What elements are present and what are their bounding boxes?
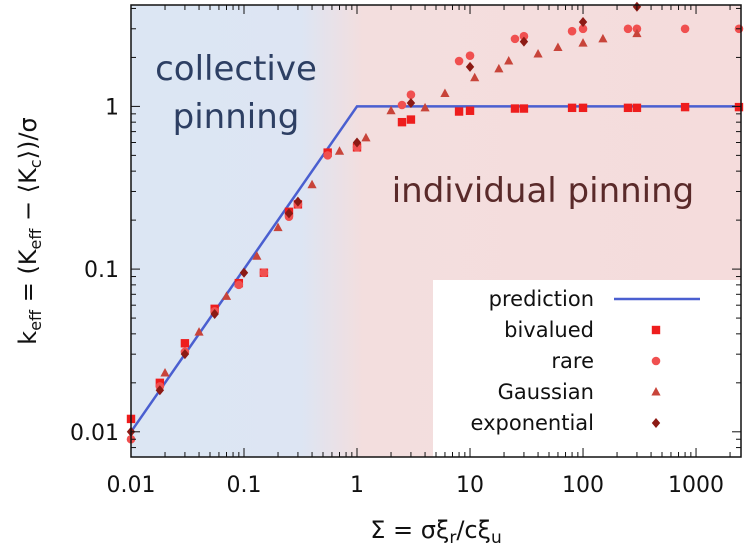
series-line-prediction bbox=[129, 105, 741, 433]
point-rare bbox=[510, 34, 520, 44]
point-gaussian bbox=[440, 88, 450, 98]
x-tick-label: 0.01 bbox=[107, 473, 156, 498]
point-bivalued bbox=[406, 115, 416, 124]
point-exponential bbox=[180, 349, 190, 360]
point-bivalued bbox=[632, 103, 642, 113]
legend-label-rare: rare bbox=[551, 349, 594, 373]
point-gaussian bbox=[598, 33, 608, 43]
legend-label-bivalued: bivalued bbox=[504, 318, 594, 342]
point-rare bbox=[397, 100, 407, 110]
point-gaussian bbox=[221, 291, 232, 300]
legend-swatch-exponential bbox=[651, 418, 661, 428]
point-exponential bbox=[406, 97, 416, 108]
point-exponential bbox=[284, 208, 294, 219]
region-label-collective: pinning bbox=[173, 97, 300, 137]
point-rare bbox=[519, 31, 529, 41]
point-gaussian bbox=[307, 179, 317, 189]
point-gaussian bbox=[553, 42, 563, 52]
point-rare bbox=[234, 280, 244, 290]
point-bivalued bbox=[454, 107, 464, 116]
y-tick-label: 0.1 bbox=[84, 258, 119, 283]
point-bivalued bbox=[180, 339, 190, 348]
y-tick-label: 0.01 bbox=[70, 421, 119, 446]
point-gaussian bbox=[632, 28, 642, 38]
point-gaussian bbox=[494, 63, 504, 73]
point-gaussian bbox=[273, 222, 283, 232]
point-rare bbox=[680, 24, 690, 34]
point-bivalued bbox=[567, 103, 577, 113]
point-exponential bbox=[519, 36, 529, 47]
point-exponential bbox=[352, 137, 362, 148]
point-exponential bbox=[210, 308, 219, 319]
legend-swatch-gaussian bbox=[651, 387, 661, 396]
point-exponential bbox=[293, 196, 303, 207]
point-bivalued bbox=[680, 102, 690, 112]
point-rare bbox=[454, 56, 464, 66]
point-gaussian bbox=[361, 132, 371, 142]
point-bivalued bbox=[519, 104, 529, 113]
region-label-collective: collective bbox=[155, 49, 317, 89]
point-exponential bbox=[465, 61, 475, 72]
legend-swatch-rare bbox=[651, 356, 661, 366]
x-axis-label: Σ = σξr/cξu bbox=[370, 516, 502, 548]
point-bivalued bbox=[734, 102, 744, 112]
point-gaussian bbox=[533, 48, 543, 58]
point-bivalued bbox=[465, 106, 475, 115]
point-rare bbox=[323, 151, 332, 160]
point-gaussian bbox=[194, 327, 204, 336]
x-tick-label: 1000 bbox=[668, 473, 724, 498]
point-bivalued bbox=[578, 103, 588, 113]
legend: prediction bivalued rare Gaussian exponentia… bbox=[433, 280, 741, 457]
y-axis-label: keff = (Keff − ⟨Kc⟩)/σ bbox=[14, 117, 45, 344]
x-tick-label: 1 bbox=[350, 473, 364, 498]
point-bivalued bbox=[510, 104, 520, 113]
point-rare bbox=[623, 24, 633, 34]
point-exponential bbox=[578, 17, 588, 28]
x-tick-label: 100 bbox=[562, 473, 604, 498]
legend-swatch-bivalued bbox=[651, 325, 661, 335]
legend-box bbox=[433, 280, 741, 457]
point-rare bbox=[259, 268, 269, 278]
point-gaussian bbox=[470, 72, 480, 82]
y-tick-label: 1 bbox=[105, 95, 119, 120]
point-rare bbox=[567, 26, 577, 36]
point-bivalued bbox=[623, 103, 633, 113]
point-gaussian bbox=[252, 251, 262, 260]
legend-label-prediction: prediction bbox=[489, 287, 594, 311]
point-rare bbox=[465, 51, 475, 60]
point-bivalued bbox=[397, 117, 407, 127]
point-rare bbox=[578, 24, 588, 34]
point-rare bbox=[406, 90, 416, 100]
x-tick-label: 10 bbox=[456, 473, 484, 498]
region-label-individual: individual pinning bbox=[392, 171, 695, 211]
point-gaussian bbox=[578, 38, 588, 47]
legend-label-gaussian: Gaussian bbox=[498, 380, 594, 404]
x-tick-label: 0.1 bbox=[227, 473, 262, 498]
point-gaussian bbox=[420, 102, 430, 112]
point-gaussian bbox=[334, 146, 345, 155]
point-exponential bbox=[155, 385, 165, 396]
point-gaussian bbox=[386, 105, 396, 115]
point-gaussian bbox=[160, 367, 170, 377]
legend-label-exponential: exponential bbox=[471, 411, 594, 435]
point-gaussian bbox=[504, 56, 514, 65]
point-exponential bbox=[239, 267, 249, 278]
